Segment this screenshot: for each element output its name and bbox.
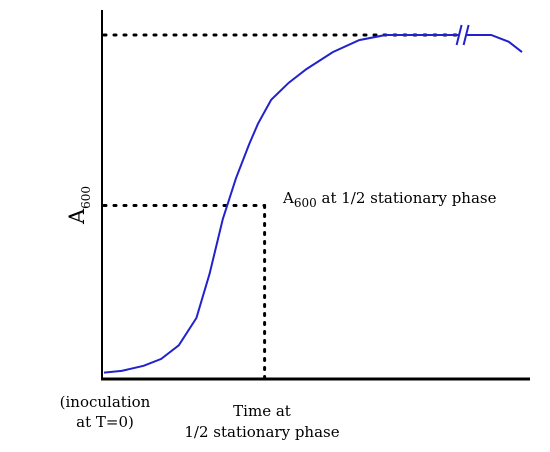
half-stationary-time-label: Time at	[233, 402, 291, 420]
inoculation-label-line2: at T=0)	[76, 413, 134, 431]
half-stationary-time-label-line2: 1/2 stationary phase	[184, 423, 339, 441]
inoculation-label: (inoculation	[60, 393, 151, 411]
y-axis-label: A600	[65, 186, 93, 225]
axis-break-icon	[455, 23, 470, 47]
half-stationary-annotation: A600 at 1/2 stationary phase	[282, 189, 497, 210]
